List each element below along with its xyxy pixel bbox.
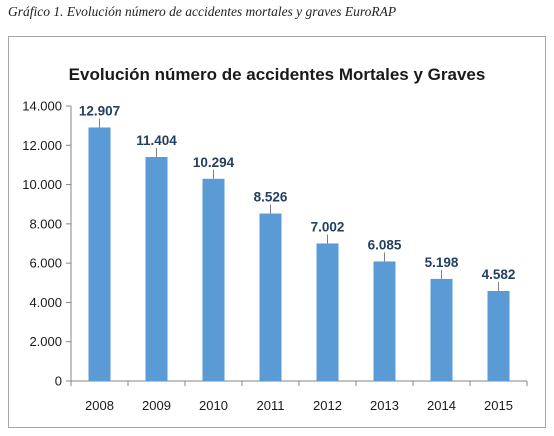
y-tick-label: 2.000 — [29, 334, 62, 349]
bar — [487, 290, 510, 381]
y-tick-label: 14.000 — [22, 99, 62, 114]
bar — [88, 127, 111, 382]
bars-group — [88, 127, 510, 382]
bar — [373, 261, 396, 381]
x-tick-label: 2010 — [199, 398, 228, 413]
y-tick-label: 8.000 — [29, 216, 62, 231]
x-tick-label: 2012 — [313, 398, 342, 413]
bar-value-label: 10.294 — [193, 155, 235, 170]
bar-value-label: 5.198 — [425, 255, 459, 270]
y-axis-ticks: 0 2.000 4.000 6.000 8.000 10.000 12.000 14.000 — [22, 99, 71, 389]
bar-value-label: 4.582 — [482, 267, 516, 282]
bar-value-label: 12.907 — [79, 103, 120, 118]
bar-value-label: 11.404 — [136, 133, 177, 148]
bar — [316, 243, 339, 381]
x-tick-label: 2011 — [257, 398, 285, 413]
x-tick-label: 2013 — [370, 398, 399, 413]
y-tick-label: 10.000 — [22, 177, 62, 192]
x-tick-label: 2014 — [427, 398, 456, 413]
chart-title: Evolución número de accidentes Mortales … — [69, 65, 486, 84]
x-tick-label: 2009 — [142, 398, 171, 413]
bar — [145, 156, 168, 381]
bar-value-label: 8.526 — [254, 190, 288, 205]
value-labels-group: 12.907 11.404 10.294 8.526 7.002 6.085 5.198 4.… — [79, 103, 516, 291]
y-tick-label: 12.000 — [22, 138, 62, 153]
x-tick-label: 2015 — [484, 398, 513, 413]
y-tick-label: 6.000 — [29, 256, 62, 271]
figure-caption: Gráfico 1. Evolución número de accidente… — [8, 4, 397, 19]
x-axis-ticks: 2008 2009 2010 2011 2012 2013 2014 2015 — [70, 381, 528, 413]
bar — [202, 178, 225, 381]
bar — [430, 278, 453, 381]
bar-value-label: 7.002 — [311, 219, 345, 234]
bar — [259, 213, 282, 381]
y-tick-label: 0 — [55, 374, 62, 389]
bar-value-label: 6.085 — [368, 237, 402, 252]
y-tick-label: 4.000 — [29, 295, 62, 310]
x-tick-label: 2008 — [85, 398, 114, 413]
